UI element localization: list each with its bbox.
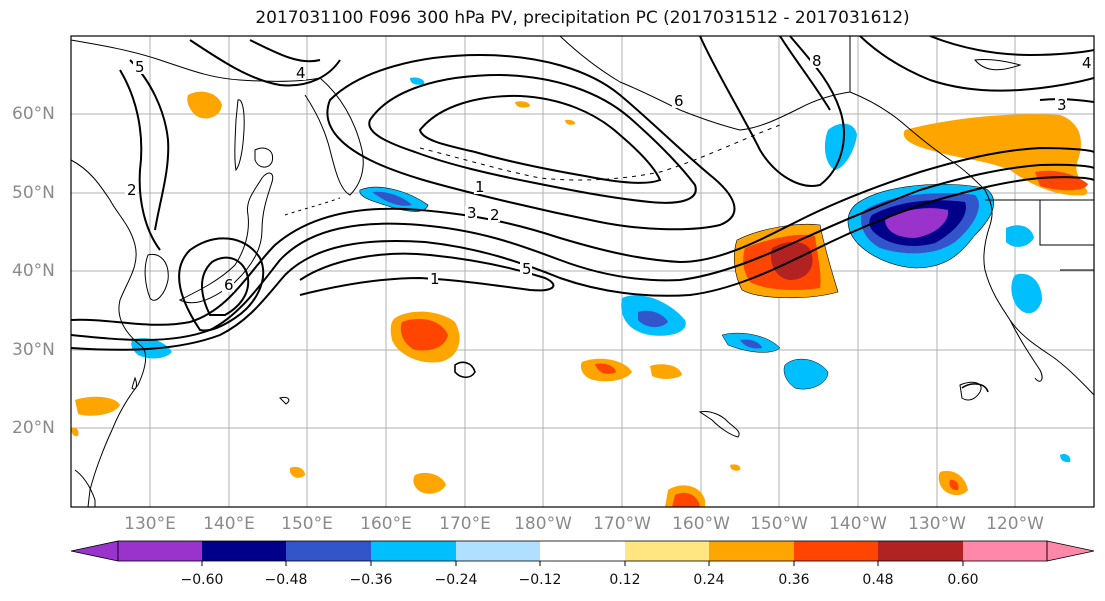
colorbar-tick-label: 0.60: [947, 572, 979, 588]
lon-label: 140°E: [203, 514, 255, 534]
colorbar-tick-label: 0.48: [862, 572, 894, 588]
lat-label: 20°N: [12, 418, 55, 438]
contour-label: 8: [812, 52, 822, 70]
lat-label: 30°N: [12, 340, 55, 360]
colorbar-swatch: [371, 541, 456, 561]
contour-label: 6: [224, 276, 234, 294]
colorbar-swatch: [709, 541, 794, 561]
colorbar-extend-min: [70, 540, 119, 562]
colorbar-tick-label: −0.12: [518, 572, 562, 588]
colorbar-swatch: [878, 541, 963, 561]
contour-label: 6: [674, 92, 684, 110]
contour-label: 2: [490, 206, 500, 224]
colorbar-swatch: [202, 541, 286, 561]
gridlines: [71, 36, 1094, 507]
contour-label: 5: [135, 58, 145, 76]
colorbar-swatch: [625, 541, 709, 561]
contour-labels: 1 2 3 4 5 6 8 1 5 2 4 3 6: [125, 52, 1092, 294]
lon-label: 160°E: [360, 514, 412, 534]
lat-label: 60°N: [12, 104, 55, 124]
contour-label: 1: [475, 178, 485, 196]
colorbar-swatch: [540, 541, 625, 561]
pv-contours: [71, 36, 1094, 393]
precip-shading: [71, 77, 1088, 507]
colorbar-tick-label: 0.12: [609, 572, 641, 588]
contour-label: 3: [467, 204, 477, 222]
lon-label: 160°W: [672, 514, 730, 534]
lon-label: 150°E: [281, 514, 333, 534]
colorbar-tick-label: −0.36: [349, 572, 393, 588]
colorbar-swatch: [118, 541, 202, 561]
lon-label: 140°W: [829, 514, 887, 534]
colorbar-swatch: [794, 541, 878, 561]
colorbar-tick-label: −0.48: [264, 572, 308, 588]
lon-label: 150°W: [750, 514, 808, 534]
colorbar-swatch: [286, 541, 371, 561]
lat-label: 40°N: [12, 261, 55, 281]
map-title: 2017031100 F096 300 hPa PV, precipitatio…: [255, 8, 910, 28]
colorbar-tick-label: 0.36: [778, 572, 810, 588]
lon-label: 120°W: [986, 514, 1044, 534]
colorbar-tick-label: −0.60: [180, 572, 224, 588]
contour-label: 4: [1082, 54, 1092, 72]
contour-label: 2: [127, 181, 137, 199]
colorbar-extend-max: [1046, 540, 1095, 562]
contour-label: 5: [522, 260, 532, 278]
colorbar: [70, 540, 1095, 566]
colorbar-tick-label: 0.24: [693, 572, 725, 588]
lon-label: 130°E: [124, 514, 176, 534]
colorbar-swatch: [456, 541, 540, 561]
lon-label: 180°W: [514, 514, 572, 534]
contour-label: 3: [1057, 96, 1067, 114]
map-border: [70, 35, 1095, 508]
lat-label: 50°N: [12, 183, 55, 203]
contour-label: 1: [430, 270, 440, 288]
lon-label: 170°W: [593, 514, 651, 534]
lon-label: 130°W: [908, 514, 966, 534]
colorbar-swatch: [963, 541, 1047, 561]
colorbar-tick-label: −0.24: [434, 572, 478, 588]
contour-label: 4: [296, 64, 306, 82]
lon-label: 170°E: [439, 514, 491, 534]
